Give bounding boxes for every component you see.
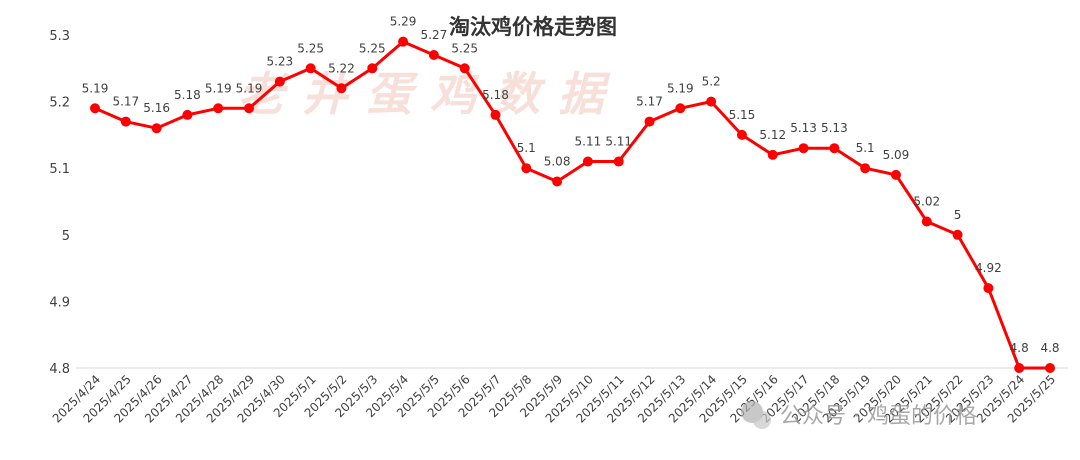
data-label: 5.2 <box>702 75 721 89</box>
data-label: 5.19 <box>667 81 694 95</box>
data-label: 5.25 <box>451 41 478 55</box>
data-point <box>274 76 285 87</box>
chart-title: 淘汰鸡价格走势图 <box>449 15 617 39</box>
data-point <box>1014 363 1025 373</box>
y-tick-label: 5 <box>62 229 70 244</box>
y-tick-label: 5.3 <box>49 29 70 44</box>
data-label: 5.19 <box>82 81 109 95</box>
watermark-text: 老井蛋鸡数据 <box>238 67 622 121</box>
data-label: 5.02 <box>913 194 940 208</box>
data-label: 5.17 <box>636 95 663 109</box>
data-label: 5.1 <box>517 141 536 155</box>
data-label: 5.16 <box>143 101 170 115</box>
data-point <box>860 163 871 174</box>
data-point <box>182 109 193 120</box>
data-point <box>890 169 901 180</box>
data-point <box>983 283 994 294</box>
data-point <box>244 103 255 114</box>
data-label: 4.8 <box>1040 341 1059 355</box>
data-point <box>552 176 563 187</box>
data-label: 5.19 <box>236 81 263 95</box>
data-label: 5.18 <box>482 88 509 102</box>
data-points <box>90 36 1055 373</box>
series-line-group <box>94 40 1050 370</box>
data-point <box>428 49 439 60</box>
data-point <box>921 216 932 227</box>
data-point <box>644 116 655 127</box>
y-tick-label: 4.8 <box>49 362 70 377</box>
data-label: 5.17 <box>112 95 139 109</box>
data-point <box>305 63 316 74</box>
wechat-icon-bubble <box>753 411 771 429</box>
data-label: 5.11 <box>575 135 602 149</box>
series-line <box>94 40 1050 370</box>
data-label: 5.13 <box>821 121 848 135</box>
y-tick-label: 4.9 <box>49 295 70 310</box>
data-point <box>767 149 778 160</box>
data-label: 5 <box>954 208 962 222</box>
data-label: 4.8 <box>1010 341 1029 355</box>
y-axis: 4.8 4.9 5 5.1 5.2 5.3 <box>49 29 70 377</box>
data-point <box>582 156 593 167</box>
data-point <box>459 63 470 74</box>
data-point <box>521 163 532 174</box>
data-label: 5.08 <box>544 155 571 169</box>
data-point <box>151 123 162 134</box>
data-point <box>675 103 686 114</box>
y-tick-label: 5.2 <box>49 96 70 111</box>
data-label: 5.19 <box>205 81 232 95</box>
data-label: 5.29 <box>390 15 417 29</box>
data-label: 5.09 <box>883 148 910 162</box>
data-point <box>120 116 131 127</box>
data-point <box>798 143 809 154</box>
source-watermark: 公众号 · 鸡蛋的价格 <box>741 401 977 429</box>
data-label: 4.92 <box>975 261 1002 275</box>
data-point <box>213 103 224 114</box>
data-point <box>367 63 378 74</box>
y-tick-label: 5.1 <box>49 162 70 177</box>
data-point <box>829 143 840 154</box>
data-label: 5.18 <box>174 88 201 102</box>
source-mark-text: 公众号 · 鸡蛋的价格 <box>780 404 977 429</box>
data-label: 5.13 <box>790 121 817 135</box>
data-label: 5.12 <box>759 128 786 142</box>
data-point <box>90 103 100 114</box>
data-point <box>1045 363 1055 373</box>
data-label: 5.25 <box>297 41 324 55</box>
data-label: 5.11 <box>605 135 632 149</box>
data-point <box>490 109 501 120</box>
data-label: 5.25 <box>359 41 386 55</box>
data-point <box>336 83 347 94</box>
data-label: 5.15 <box>729 108 756 122</box>
data-label: 5.27 <box>421 28 448 42</box>
data-label: 5.22 <box>328 61 355 75</box>
data-labels: 5.195.17 5.165.18 5.19 5.195.235.255.225.25… <box>82 15 1060 355</box>
data-point <box>736 129 747 140</box>
data-point <box>613 156 624 167</box>
data-point <box>398 36 409 47</box>
data-point <box>952 229 963 240</box>
data-label: 5.1 <box>856 141 875 155</box>
data-point <box>706 96 717 107</box>
data-label: 5.23 <box>266 55 293 69</box>
